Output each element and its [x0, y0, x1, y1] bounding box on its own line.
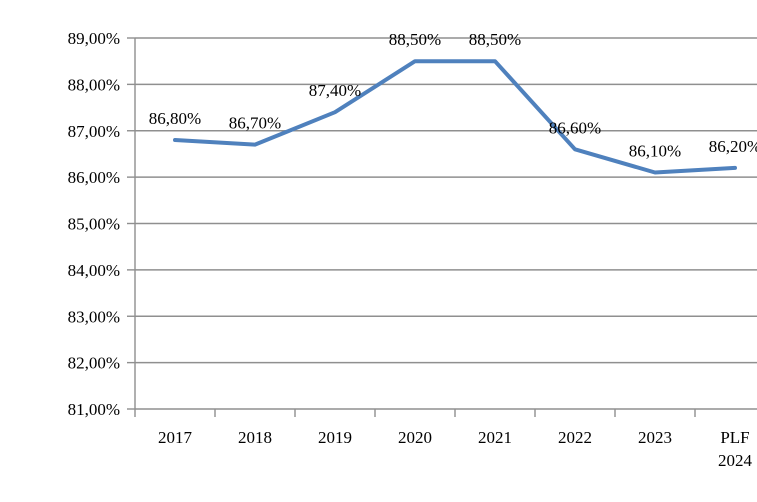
y-axis-label: 87,00% — [68, 122, 120, 141]
data-point-label: 86,60% — [549, 118, 601, 137]
data-point-label: 88,50% — [389, 30, 441, 49]
y-axis-label: 88,00% — [68, 75, 120, 94]
x-axis-label: 2018 — [238, 428, 272, 447]
y-axis-label: 85,00% — [68, 215, 120, 234]
x-axis-label: 2022 — [558, 428, 592, 447]
data-point-label: 86,70% — [229, 114, 281, 133]
line-chart: 89,00% 88,00% 87,00% 86,00% 85,00% 84,00% 83,0… — [68, 29, 757, 470]
y-axis-label: 84,00% — [68, 261, 120, 280]
y-axis-label: 86,00% — [68, 168, 120, 187]
x-axis-label: 2023 — [638, 428, 672, 447]
y-axis-label: 82,00% — [68, 354, 120, 373]
y-axis-label: 81,00% — [68, 400, 120, 419]
y-axis-label: 89,00% — [68, 29, 120, 48]
data-point-label: 86,20% — [709, 137, 757, 156]
x-axis-label: 2017 — [158, 428, 193, 447]
data-point-label: 86,80% — [149, 109, 201, 128]
x-axis-label: 2019 — [318, 428, 352, 447]
x-axis-label: 2021 — [478, 428, 512, 447]
x-axis-label: 2020 — [398, 428, 432, 447]
data-point-label: 87,40% — [309, 81, 361, 100]
line-chart-figure: 89,00% 88,00% 87,00% 86,00% 85,00% 84,00% 83,0… — [40, 16, 757, 486]
data-point-label: 86,10% — [629, 141, 681, 160]
data-series-line — [173, 59, 737, 175]
data-point-label: 88,50% — [469, 30, 521, 49]
x-axis-label: PLF 2024 — [718, 428, 753, 470]
y-axis-label: 83,00% — [68, 307, 120, 326]
